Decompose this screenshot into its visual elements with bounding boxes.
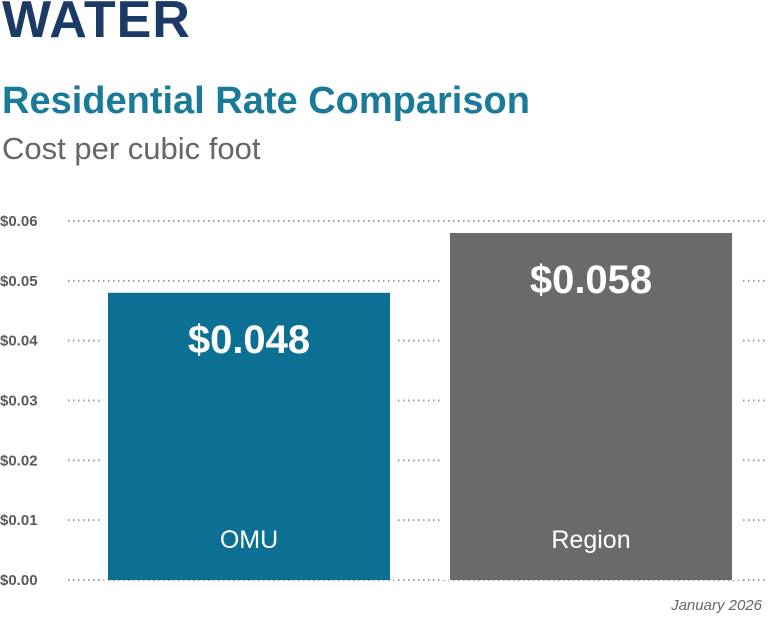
y-tick-label: $0.06 <box>0 213 38 230</box>
bar-category-label: Region <box>551 526 630 554</box>
chart-title: Residential Rate Comparison <box>2 80 530 122</box>
y-tick-label: $0.04 <box>0 333 38 350</box>
date-footnote: January 2026 <box>671 597 762 614</box>
section-kicker: WATER <box>2 0 191 49</box>
bar-category-label: OMU <box>220 526 278 554</box>
bar-region <box>450 232 732 580</box>
y-tick-label: $0.05 <box>0 273 38 290</box>
bar-labels: $0.048 OMU $0.058 Region <box>188 258 652 554</box>
bar-value-label: $0.048 <box>188 318 310 362</box>
chart-subtitle: Cost per cubic foot <box>2 131 261 166</box>
bar-value-label: $0.058 <box>530 258 652 302</box>
y-axis-ticks: $0.00 $0.01 $0.02 $0.03 $0.04 $0.05 $0.06 <box>0 213 38 589</box>
gridlines <box>68 220 768 581</box>
bar-omu <box>108 292 390 580</box>
y-tick-label: $0.03 <box>0 393 38 410</box>
y-tick-label: $0.01 <box>0 512 38 529</box>
y-tick-label: $0.02 <box>0 452 38 469</box>
bars <box>100 224 740 580</box>
y-tick-label: $0.00 <box>0 572 38 589</box>
